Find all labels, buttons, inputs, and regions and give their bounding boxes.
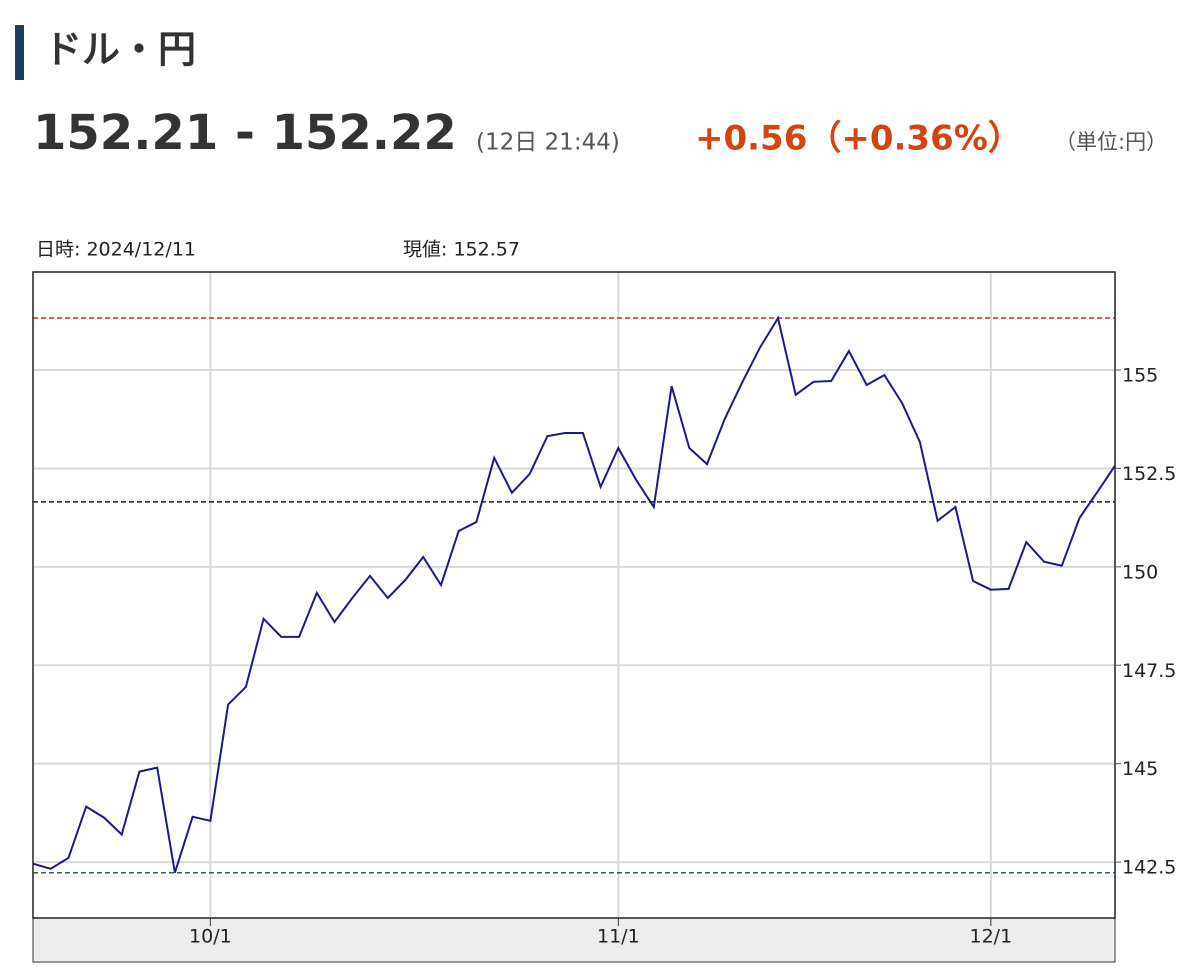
y-tick-label: 145 [1122,758,1158,780]
price: 152.21 - 152.22 [33,105,457,161]
y-tick-label: 142.5 [1122,857,1176,879]
info-date: 日時: 2024/12/11 [36,239,196,261]
price-line [32,315,1116,874]
title: ドル・円 [44,28,196,72]
x-tick-label: 10/1 [189,926,232,948]
info-value: 現値: 152.57 [403,239,520,261]
y-tick-label: 147.5 [1122,660,1176,682]
unit: （単位:円） [1055,130,1167,154]
x-tick-label: 12/1 [970,926,1013,948]
y-tick-label: 150 [1122,561,1158,583]
y-tick-label: 152.5 [1122,463,1176,485]
x-tick-label: 11/1 [597,926,640,948]
x-axis-band [32,917,1116,963]
time: (12日 21:44) [476,130,620,156]
title-bar [15,25,24,80]
plot-frame [32,271,1116,919]
plot [32,272,1116,918]
change: +0.56（+0.36%） [695,119,1022,159]
y-tick-label: 155 [1122,365,1158,387]
